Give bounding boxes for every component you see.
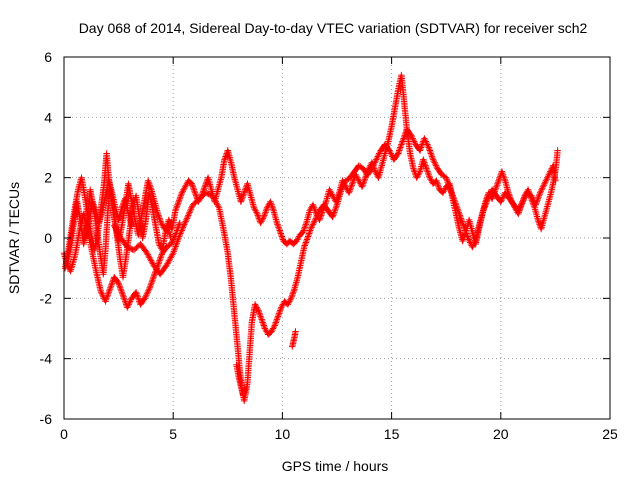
data-point-track — [289, 328, 299, 350]
x-tick-label: 15 — [384, 426, 400, 442]
y-tick-label: -4 — [40, 351, 53, 367]
y-tick-label: 4 — [44, 109, 52, 125]
y-tick-label: 0 — [44, 230, 52, 246]
y-tick-label: 2 — [44, 170, 52, 186]
y-tick-label: 6 — [44, 49, 52, 65]
chart-title: Day 068 of 2014, Sidereal Day-to-day VTE… — [79, 20, 588, 36]
x-tick-label: 10 — [275, 426, 291, 442]
data-point-track — [63, 210, 183, 311]
x-axis-label: GPS time / hours — [282, 458, 389, 474]
y-tick-label: -6 — [40, 411, 53, 427]
x-tick-label: 0 — [60, 426, 68, 442]
data-point-track — [82, 177, 135, 242]
data-point-track — [111, 126, 559, 405]
y-tick-label: -2 — [40, 290, 53, 306]
x-tick-label: 5 — [169, 426, 177, 442]
y-axis-label: SDTVAR / TECUs — [6, 182, 22, 294]
data-layer — [60, 71, 561, 405]
x-tick-label: 20 — [493, 426, 509, 442]
data-point-track — [233, 361, 249, 399]
x-tick-label: 25 — [602, 426, 618, 442]
